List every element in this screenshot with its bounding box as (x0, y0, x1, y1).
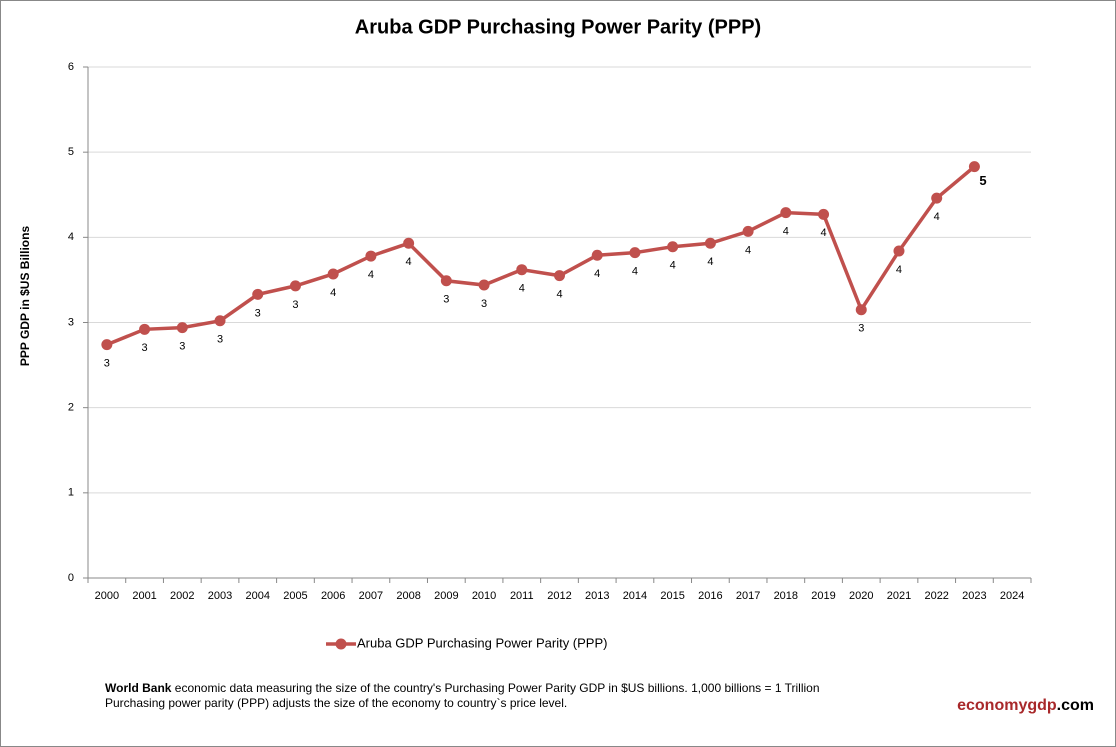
data-point (516, 264, 528, 276)
brand: economygdp.com (957, 697, 1094, 714)
data-point (252, 288, 264, 300)
x-tick-label: 2004 (245, 590, 269, 602)
y-tick-label: 2 (68, 402, 74, 414)
data-label: 3 (443, 294, 449, 306)
chart-title: Aruba GDP Purchasing Power Parity (PPP) (355, 16, 761, 38)
x-tick-label: 2006 (321, 590, 345, 602)
data-point (855, 304, 867, 316)
x-tick-label: 2013 (585, 590, 609, 602)
data-point (591, 249, 603, 261)
x-tick-label: 2012 (547, 590, 571, 602)
data-point (893, 245, 905, 257)
y-tick-label: 1 (68, 487, 74, 499)
y-tick-label: 0 (68, 572, 74, 584)
x-tick-label: 2016 (698, 590, 722, 602)
x-tick-label: 2007 (359, 590, 383, 602)
data-label: 4 (632, 266, 638, 278)
data-point (214, 315, 226, 327)
y-tick-label: 5 (68, 146, 74, 158)
x-tick-label: 2020 (849, 590, 873, 602)
data-label: 3 (481, 298, 487, 310)
data-label: 4 (406, 256, 412, 268)
x-tick-label: 2019 (811, 590, 835, 602)
x-tick-label: 2002 (170, 590, 194, 602)
note-line-2: Purchasing power parity (PPP) adjusts th… (105, 696, 567, 710)
data-point (968, 161, 980, 173)
data-point (704, 237, 716, 249)
legend-marker (335, 638, 347, 650)
x-tick-label: 2023 (962, 590, 986, 602)
x-tick-label: 2011 (510, 590, 534, 602)
data-label: 3 (292, 299, 298, 311)
data-label: 4 (519, 283, 525, 295)
data-point (327, 268, 339, 280)
data-label: 4 (707, 256, 713, 268)
data-point (478, 279, 490, 291)
data-label: 4 (670, 260, 676, 272)
data-point (289, 280, 301, 292)
data-label: 4 (820, 227, 826, 239)
legend-label: Aruba GDP Purchasing Power Parity (PPP) (357, 635, 607, 650)
x-tick-label: 2009 (434, 590, 458, 602)
y-axis-label: PPP GDP in $US Billions (18, 226, 32, 367)
y-tick-label: 4 (68, 231, 74, 243)
data-label: 3 (217, 334, 223, 346)
x-tick-label: 2000 (95, 590, 119, 602)
series-line (106, 165, 976, 347)
data-point (780, 207, 792, 219)
data-label: 4 (783, 226, 789, 238)
data-point (403, 237, 415, 249)
data-point (554, 270, 565, 282)
data-point (176, 322, 188, 334)
data-label: 5 (979, 173, 986, 188)
x-tick-label: 2001 (132, 590, 156, 602)
data-label: 4 (330, 287, 336, 299)
x-tick-label: 2005 (283, 590, 307, 602)
y-tick-label: 6 (68, 61, 74, 73)
data-point (742, 225, 754, 237)
data-point (365, 250, 377, 262)
x-tick-label: 2024 (1000, 590, 1024, 602)
data-point (818, 208, 830, 220)
x-tick-label: 2014 (623, 590, 647, 602)
data-label: 4 (745, 244, 751, 256)
data-point (629, 247, 641, 259)
x-tick-label: 2015 (660, 590, 684, 602)
x-tick-label: 2018 (774, 590, 798, 602)
data-label: 3 (104, 358, 110, 370)
data-point (667, 241, 679, 253)
x-tick-label: 2022 (924, 590, 948, 602)
data-label: 4 (368, 269, 374, 281)
data-point (139, 323, 151, 335)
note-text: economic data measuring the size of the … (171, 681, 819, 695)
data-label: 3 (858, 323, 864, 335)
x-tick-label: 2017 (736, 590, 760, 602)
x-tick-label: 2021 (887, 590, 911, 602)
note-bold: World Bank (105, 681, 172, 695)
data-point (440, 275, 452, 287)
data-point (931, 192, 943, 204)
x-tick-label: 2008 (396, 590, 420, 602)
data-label: 4 (896, 264, 902, 276)
data-label: 3 (142, 342, 148, 354)
data-point (101, 339, 113, 351)
data-label: 3 (255, 307, 261, 319)
footnote: World Bank economic data measuring the s… (105, 681, 1094, 714)
brand-main: economygdp (957, 697, 1057, 714)
note-line-1: World Bank economic data measuring the s… (105, 681, 820, 695)
x-tick-label: 2010 (472, 590, 496, 602)
data-label: 4 (556, 289, 562, 301)
brand-suffix: .com (1057, 697, 1094, 714)
data-label: 3 (179, 341, 185, 353)
data-label: 4 (934, 211, 940, 223)
data-label: 4 (594, 268, 600, 280)
y-tick-label: 3 (68, 316, 74, 328)
x-tick-label: 2003 (208, 590, 232, 602)
